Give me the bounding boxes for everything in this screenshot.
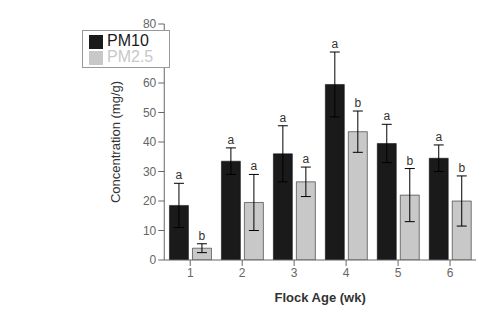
svg-text:0: 0 [150, 253, 157, 267]
svg-text:20: 20 [143, 194, 157, 208]
svg-text:40: 40 [143, 135, 157, 149]
svg-text:80: 80 [143, 17, 157, 31]
svg-text:a: a [383, 109, 390, 123]
svg-text:a: a [228, 133, 235, 147]
svg-text:b: b [199, 229, 206, 243]
svg-text:3: 3 [291, 266, 298, 280]
svg-text:Concentration (mg/g): Concentration (mg/g) [108, 81, 123, 203]
svg-text:4: 4 [343, 266, 350, 280]
svg-text:a: a [176, 168, 183, 182]
svg-text:1: 1 [187, 266, 194, 280]
svg-text:6: 6 [447, 266, 454, 280]
svg-text:70: 70 [143, 47, 157, 61]
svg-text:60: 60 [143, 76, 157, 90]
svg-text:a: a [435, 130, 442, 144]
svg-text:10: 10 [143, 224, 157, 238]
svg-text:2: 2 [239, 266, 246, 280]
svg-text:b: b [354, 96, 361, 110]
svg-text:30: 30 [143, 165, 157, 179]
svg-text:a: a [331, 37, 338, 51]
svg-text:5: 5 [395, 266, 402, 280]
svg-text:a: a [303, 152, 310, 166]
svg-text:a: a [280, 111, 287, 125]
svg-text:Flock Age (wk): Flock Age (wk) [274, 290, 365, 305]
svg-text:b: b [406, 154, 413, 168]
svg-text:a: a [251, 159, 258, 173]
svg-text:b: b [458, 161, 465, 175]
svg-text:50: 50 [143, 106, 157, 120]
